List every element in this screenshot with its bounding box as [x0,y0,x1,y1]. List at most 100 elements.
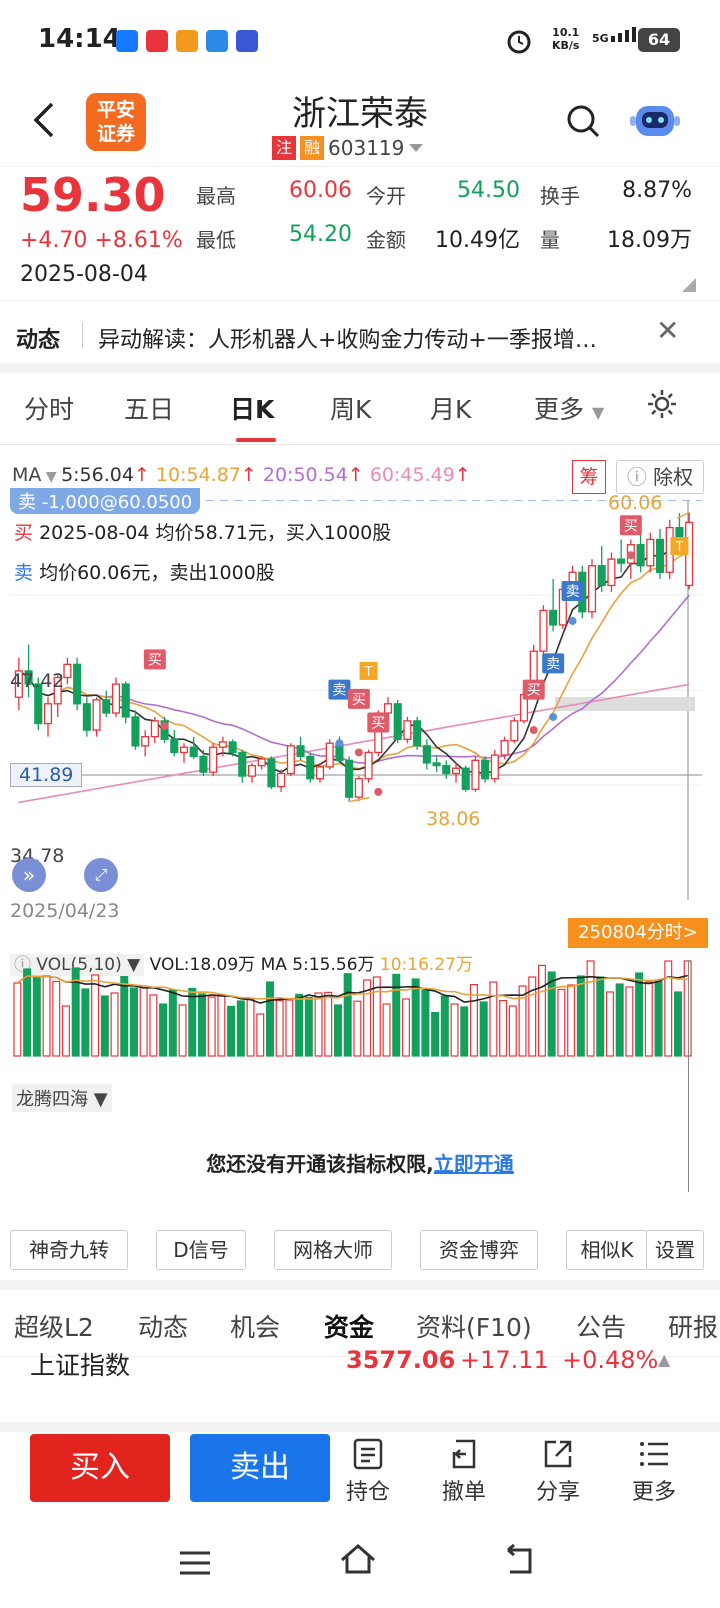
news-headline[interactable]: 异动解读：人形机器人+收购金力传动+一季报增… [98,328,597,353]
buy-marker: 买 [347,688,370,709]
expand-up-icon[interactable]: ▲ [658,1350,671,1369]
candle-body [451,767,461,775]
volume-bar [363,979,372,1057]
trade-marker-label: 卖 [546,656,560,672]
volume-ma10-line [16,975,688,1000]
volume-bar [236,1000,245,1057]
tab-five-day[interactable]: 五日 [124,395,175,424]
tool-settings[interactable]: 设置 [646,1230,704,1270]
cancel-order-button[interactable]: 撤单 [424,1438,504,1506]
tab-research[interactable]: 研报 [668,1313,719,1342]
candle-body [345,759,354,798]
candle-body [141,736,150,747]
volume-bar [654,980,663,1057]
stock-tags[interactable]: 注 融 603119 [272,136,424,160]
gear-icon[interactable] [646,388,678,420]
order-banner[interactable]: 卖 -1,000@60.0500 [10,488,201,514]
volume-bar [353,1000,362,1057]
intraday-link-button[interactable]: 250804分时> [568,918,708,948]
candle-body [14,670,23,698]
tool-capital-game[interactable]: 资金博弈 [420,1230,538,1270]
trade-marker-box [367,712,390,733]
tool-similar-k[interactable]: 相似K [566,1230,648,1270]
t-marker-box [670,537,689,556]
holdings-button[interactable]: 持仓 [328,1438,408,1506]
current-price: 59.30 [20,168,166,222]
expand-corner-icon[interactable] [682,278,696,292]
volume-bar [333,1004,342,1057]
volume-bar [304,996,313,1057]
candle-body [383,703,393,714]
ma-legend[interactable]: MA ▼ 5:56.04↑ 10:54.87↑ 20:50.54↑ 60:45.… [12,464,471,486]
assistant-robot-icon[interactable] [630,98,680,142]
news-bar[interactable] [0,300,720,373]
candle-body [655,538,665,573]
tab-f10[interactable]: 资料(F10) [416,1313,532,1342]
close-icon[interactable]: ✕ [656,314,680,347]
candle-body [121,683,130,718]
home-icon[interactable] [338,1542,378,1576]
volume-legend[interactable]: ⓘ VOL(5,10) ▼ VOL:18.09万 MA 5:15.56万 10:… [10,950,473,976]
volume-chart[interactable] [10,958,702,1058]
chip-distribution-button[interactable]: 筹 [572,460,606,494]
tab-more[interactable]: 更多 ▼ [534,395,605,424]
candle-body [481,759,490,780]
volume-bar [71,967,80,1057]
t-marker: T [670,537,689,556]
tab-monthly-k[interactable]: 月K [430,395,472,424]
candle-body [646,538,655,567]
volume-bar [450,1003,459,1057]
tab-news[interactable]: 动态 [138,1313,189,1342]
volume-bar [42,975,51,1057]
tool-d-signal[interactable]: D信号 [156,1230,246,1270]
back-nav-icon[interactable] [500,1544,536,1576]
share-button[interactable]: 分享 [518,1438,598,1506]
search-icon[interactable] [566,104,600,138]
back-icon[interactable] [30,100,60,140]
signal-icon: 5G [592,26,645,45]
high-pointer [676,511,690,520]
ex-rights-button[interactable]: ⓘ 除权 [616,460,704,494]
buy-button[interactable]: 买入 [30,1434,170,1502]
tool-grid-master[interactable]: 网格大师 [274,1230,392,1270]
amount-label: 金额 [366,228,406,252]
volume-bar [644,981,653,1057]
tool-nine-turn[interactable]: 神奇九转 [10,1230,128,1270]
volume-bar [625,986,634,1057]
candle-body [34,683,43,725]
candle-body [170,738,179,754]
candle-body [306,755,315,780]
volume-bar [528,976,537,1057]
volume-bar [664,960,673,1057]
menu-icon[interactable] [178,1550,212,1576]
tab-daily-k[interactable]: 日K [230,395,275,424]
candle-body [286,745,295,775]
indicator-selector[interactable]: 龙腾四海 ▼ [12,1084,112,1112]
volume-bar [401,998,410,1057]
candle-body [111,683,121,714]
toutiao-icon [146,30,168,52]
candle-body [539,609,548,652]
tab-capital[interactable]: 资金 [324,1313,375,1342]
volume-bar [285,999,294,1057]
tab-announcement[interactable]: 公告 [576,1313,627,1342]
trade-dot [374,787,383,796]
sell-marker: 卖 [561,581,584,602]
tab-weekly-k[interactable]: 周K [330,395,372,424]
fullscreen-icon[interactable]: ⤢ [84,858,118,892]
tab-super-l2[interactable]: 超级L2 [14,1313,94,1342]
candle-body [43,703,53,725]
tab-opportunity[interactable]: 机会 [230,1313,281,1342]
index-ticker[interactable] [0,1352,720,1432]
expand-left-icon[interactable]: » [12,858,46,892]
share-icon [544,1440,572,1468]
tab-intraday[interactable]: 分时 [24,395,75,424]
low-value: 54.20 [289,222,352,247]
activate-link[interactable]: 立即开通 [433,1152,514,1176]
volume-bar [605,991,614,1057]
t-marker: T [359,661,378,680]
more-button[interactable]: 更多 [614,1438,694,1506]
status-bar: 14:14 10.1 KB/s 5G 64 [0,0,720,80]
sell-button[interactable]: 卖出 [190,1434,330,1502]
